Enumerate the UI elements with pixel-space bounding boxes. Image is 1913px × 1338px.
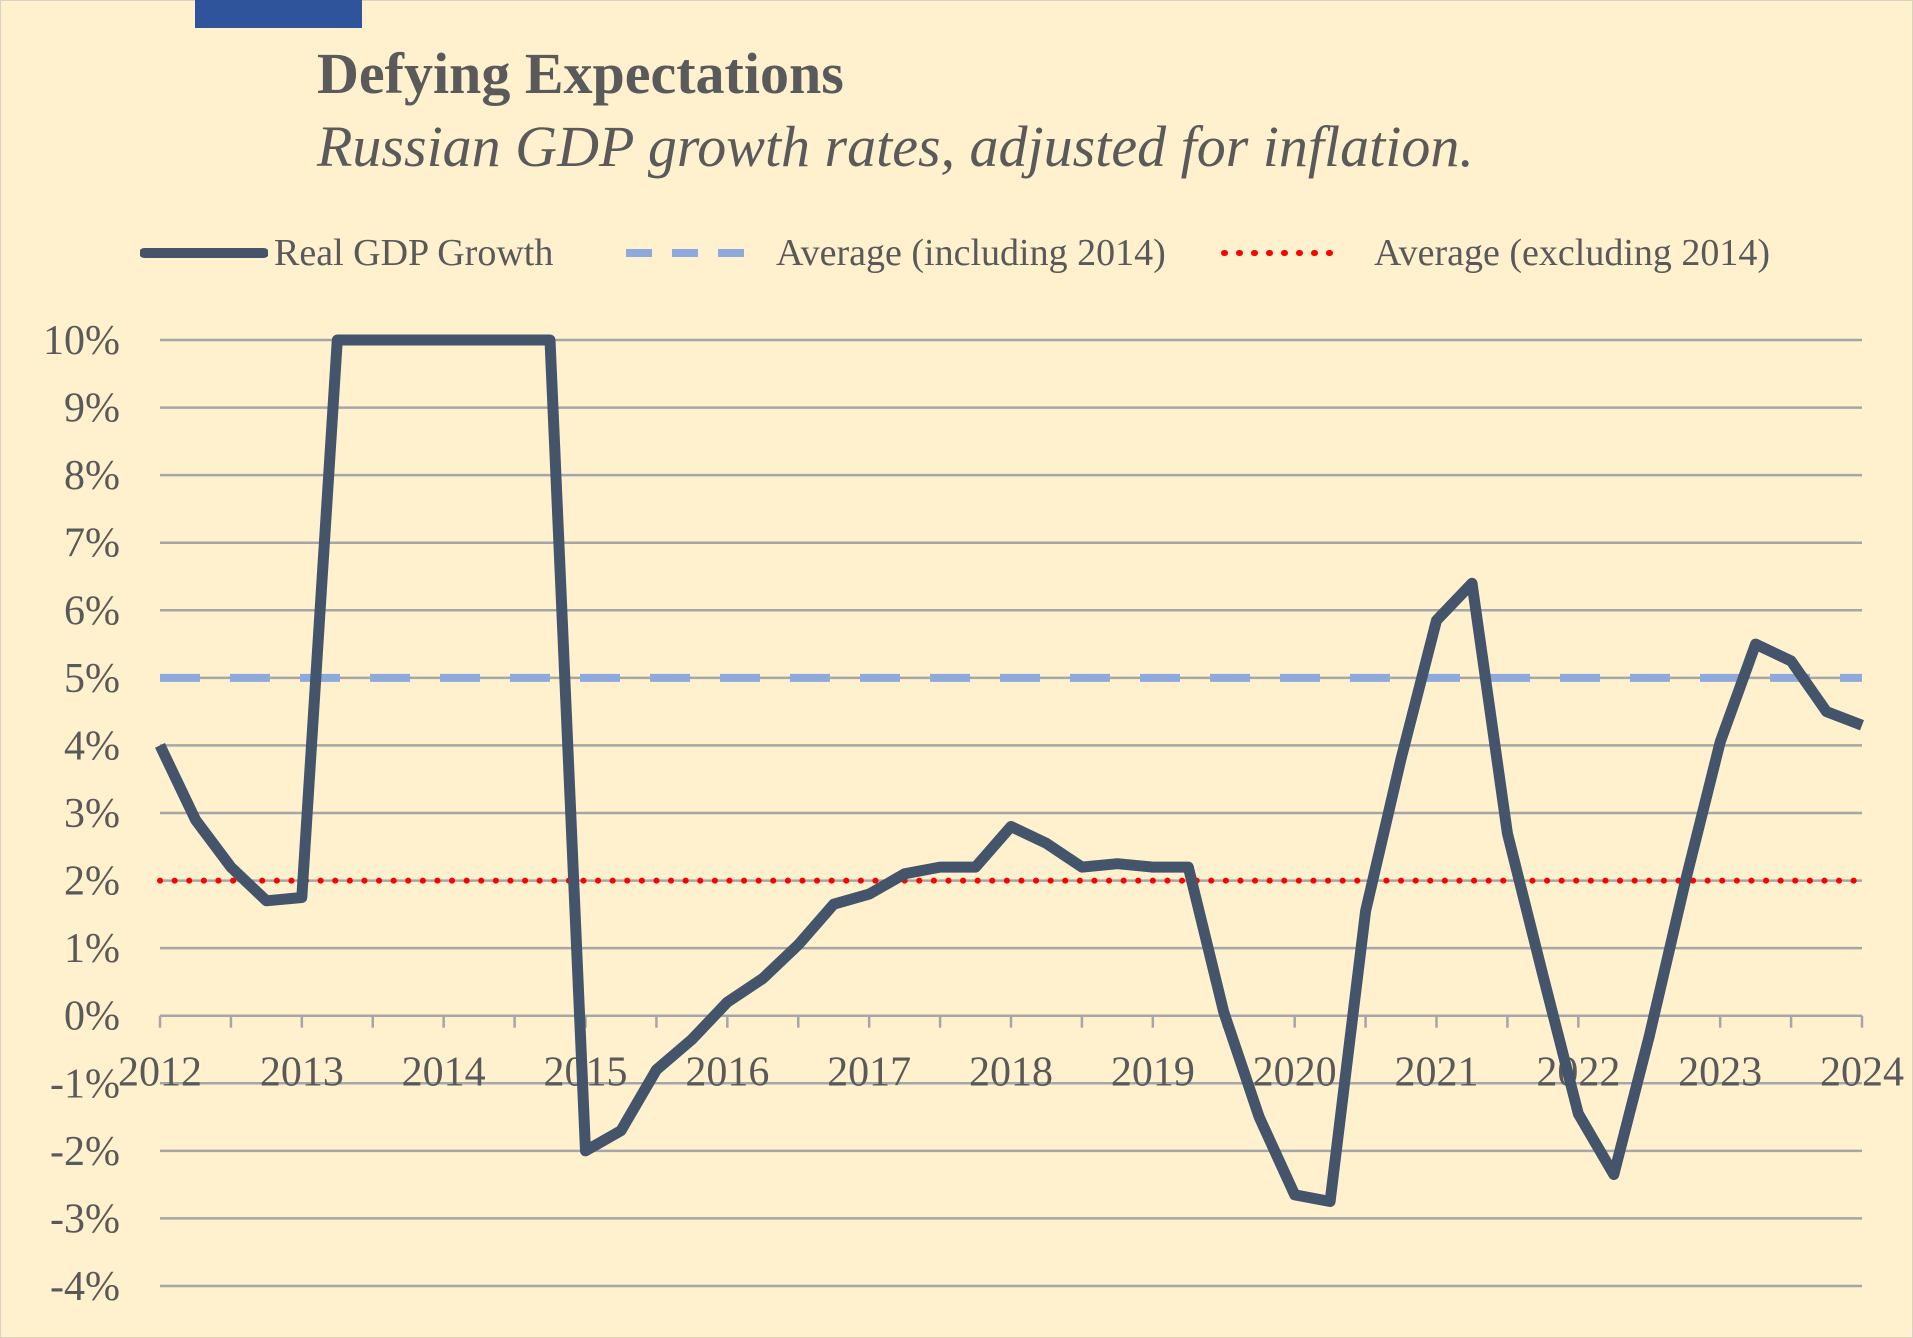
y-tick-label: 9% bbox=[64, 386, 120, 432]
x-tick-label: 2012 bbox=[118, 1050, 202, 1096]
y-tick-label: -4% bbox=[50, 1264, 120, 1310]
x-axis-labels: 2012 2013 2014 2015 2016 2017 2018 2019 2020 2021… bbox=[118, 1050, 1904, 1096]
y-axis-labels: 10% 9% 8% 7% 6% 5% 4% 3% 2% 1% 0% -1% -2% -3% -4% bbox=[43, 318, 120, 1310]
y-tick-label: 5% bbox=[64, 656, 120, 702]
accent-bar bbox=[195, 0, 362, 28]
x-tick-label: 2016 bbox=[685, 1050, 769, 1096]
series bbox=[155, 334, 1864, 1207]
legend-swatch-solid bbox=[140, 248, 268, 258]
legend-label-average-excluding: Average (excluding 2014) bbox=[1374, 232, 1771, 274]
x-tick-label: 2014 bbox=[402, 1050, 486, 1096]
x-tick-label: 2018 bbox=[969, 1050, 1053, 1096]
legend-swatch-dotted bbox=[1221, 250, 1347, 256]
x-tick-label: 2024 bbox=[1820, 1050, 1904, 1096]
x-tick-label: 2021 bbox=[1395, 1050, 1479, 1096]
x-tick-label: 2020 bbox=[1253, 1050, 1337, 1096]
y-tick-label: -2% bbox=[50, 1129, 120, 1175]
real-gdp-growth-line bbox=[155, 334, 1864, 1207]
y-tick-label: 1% bbox=[64, 926, 120, 972]
x-tick-label: 2017 bbox=[827, 1050, 911, 1096]
axes bbox=[158, 1014, 1864, 1028]
legend-item-average-excluding: Average (excluding 2014) bbox=[1220, 228, 1770, 278]
y-tick-label: 0% bbox=[64, 994, 120, 1040]
average-lines bbox=[157, 673, 1865, 884]
gridlines bbox=[160, 338, 1862, 1288]
legend-label-real-gdp: Real GDP Growth bbox=[274, 232, 554, 274]
chart-title: Defying Expectations bbox=[317, 41, 844, 106]
y-tick-label: 3% bbox=[64, 791, 120, 837]
chart-subtitle: Russian GDP growth rates, adjusted for i… bbox=[317, 114, 1474, 179]
legend-item-average-including: Average (including 2014) bbox=[622, 228, 1166, 278]
x-tick-label: 2013 bbox=[260, 1050, 344, 1096]
x-tick-label: 2019 bbox=[1111, 1050, 1195, 1096]
y-tick-label: -3% bbox=[50, 1196, 120, 1242]
y-tick-label: 6% bbox=[64, 588, 120, 634]
legend-label-average-including: Average (including 2014) bbox=[776, 232, 1166, 274]
y-tick-label: 2% bbox=[64, 859, 120, 905]
y-tick-label: -1% bbox=[50, 1061, 120, 1107]
legend-item-real-gdp: Real GDP Growth bbox=[140, 228, 553, 278]
y-tick-label: 7% bbox=[64, 521, 120, 567]
y-tick-label: 8% bbox=[64, 453, 120, 499]
y-tick-label: 4% bbox=[64, 723, 120, 769]
x-tick-label: 2022 bbox=[1536, 1050, 1620, 1096]
x-tick-label: 2023 bbox=[1678, 1050, 1762, 1096]
legend-swatch-dashed bbox=[626, 249, 746, 257]
legend: Real GDP Growth Average (including 2014)… bbox=[0, 228, 1913, 278]
y-tick-label: 10% bbox=[43, 318, 120, 364]
